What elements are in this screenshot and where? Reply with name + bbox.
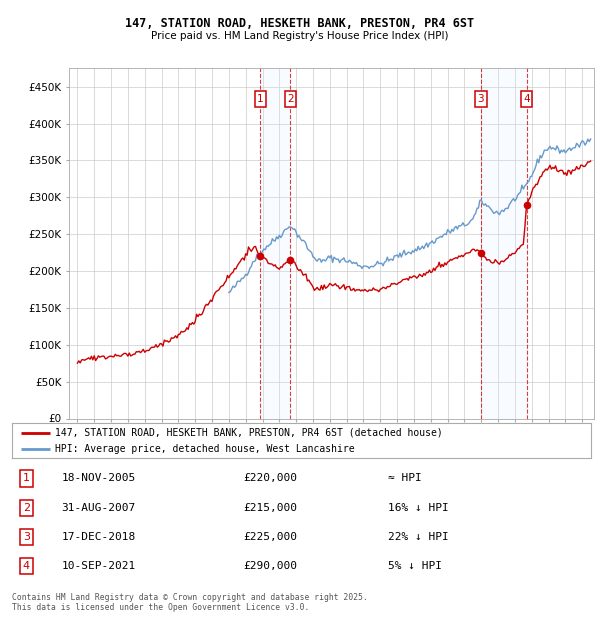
Text: 31-AUG-2007: 31-AUG-2007: [61, 503, 136, 513]
Text: 16% ↓ HPI: 16% ↓ HPI: [388, 503, 449, 513]
Text: HPI: Average price, detached house, West Lancashire: HPI: Average price, detached house, West…: [55, 444, 355, 454]
Text: Price paid vs. HM Land Registry's House Price Index (HPI): Price paid vs. HM Land Registry's House …: [151, 31, 449, 41]
Text: 3: 3: [477, 94, 484, 104]
Text: ≈ HPI: ≈ HPI: [388, 474, 422, 484]
Text: 5% ↓ HPI: 5% ↓ HPI: [388, 561, 442, 571]
Text: 10-SEP-2021: 10-SEP-2021: [61, 561, 136, 571]
Text: £220,000: £220,000: [244, 474, 298, 484]
Text: 147, STATION ROAD, HESKETH BANK, PRESTON, PR4 6ST: 147, STATION ROAD, HESKETH BANK, PRESTON…: [125, 17, 475, 30]
Text: £290,000: £290,000: [244, 561, 298, 571]
Text: 1: 1: [257, 94, 264, 104]
Text: 18-NOV-2005: 18-NOV-2005: [61, 474, 136, 484]
Text: 3: 3: [23, 532, 30, 542]
Text: £215,000: £215,000: [244, 503, 298, 513]
Text: 17-DEC-2018: 17-DEC-2018: [61, 532, 136, 542]
Text: 22% ↓ HPI: 22% ↓ HPI: [388, 532, 449, 542]
Text: £225,000: £225,000: [244, 532, 298, 542]
Text: 147, STATION ROAD, HESKETH BANK, PRESTON, PR4 6ST (detached house): 147, STATION ROAD, HESKETH BANK, PRESTON…: [55, 428, 443, 438]
Text: 4: 4: [523, 94, 530, 104]
Text: 1: 1: [23, 474, 30, 484]
Text: Contains HM Land Registry data © Crown copyright and database right 2025.
This d: Contains HM Land Registry data © Crown c…: [12, 593, 368, 612]
Text: 2: 2: [23, 503, 30, 513]
Text: 4: 4: [23, 561, 30, 571]
Bar: [260, 68, 290, 418]
Bar: [481, 68, 527, 418]
Text: 2: 2: [287, 94, 294, 104]
